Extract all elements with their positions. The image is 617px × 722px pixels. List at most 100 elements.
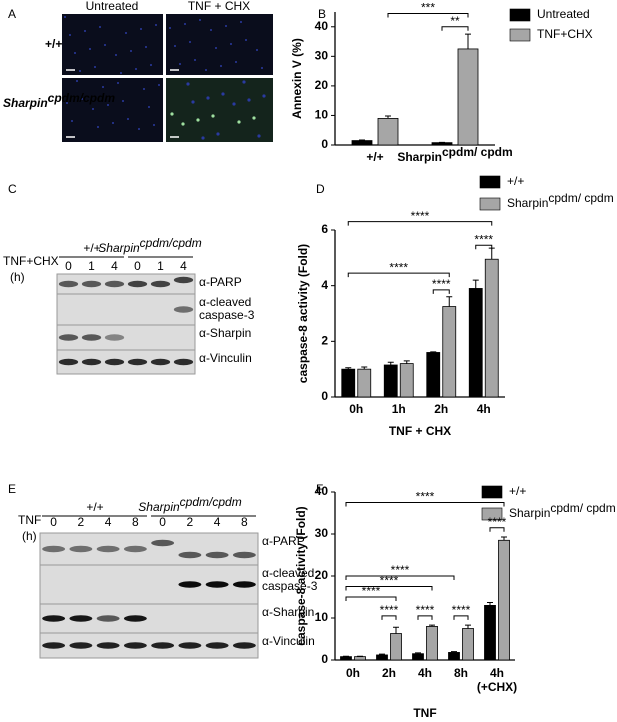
cell	[220, 65, 222, 67]
cell	[206, 96, 210, 100]
bar	[399, 363, 414, 398]
band	[42, 545, 66, 553]
cell	[232, 102, 236, 106]
column-label: TNF + CHX	[188, 0, 250, 13]
significance-bracket	[417, 615, 433, 620]
x-tick-label: 4h	[418, 666, 432, 680]
blot	[56, 349, 196, 375]
band	[232, 581, 256, 588]
band	[127, 358, 148, 366]
blot	[39, 603, 259, 634]
cell	[107, 104, 109, 106]
cells	[64, 16, 266, 140]
y-tick-label: 4	[321, 278, 328, 292]
significance-bracket	[387, 12, 469, 18]
micrograph	[166, 78, 273, 142]
cell	[148, 106, 150, 108]
lane-label: 0	[134, 259, 141, 273]
blot-label: α-Vinculin	[262, 634, 315, 648]
significance-label: ****	[452, 603, 471, 617]
band	[205, 551, 229, 559]
band	[173, 306, 194, 313]
cell	[174, 45, 176, 47]
cell	[99, 26, 101, 28]
micrograph	[62, 14, 163, 75]
lane-label: 0	[65, 259, 72, 273]
bar	[376, 654, 388, 661]
cell	[104, 44, 106, 46]
cell	[140, 28, 142, 30]
cell	[262, 94, 266, 98]
bar	[390, 633, 402, 661]
treatment-label: TNF	[18, 513, 41, 527]
cell	[210, 29, 212, 31]
error-bar	[430, 351, 437, 353]
x-tick-label: 4h	[490, 666, 504, 680]
significance-label: ***	[421, 1, 435, 15]
blot	[56, 324, 196, 351]
band	[205, 642, 229, 649]
cell	[237, 120, 241, 124]
band	[232, 551, 256, 559]
band	[173, 358, 194, 366]
band	[150, 358, 171, 366]
group-label: +/+	[83, 241, 100, 255]
bar	[448, 652, 460, 661]
y-tick-label: 20	[315, 78, 329, 92]
bar	[351, 140, 373, 146]
error-bar	[488, 247, 495, 260]
band	[69, 545, 93, 553]
blot	[56, 293, 196, 326]
cell	[102, 86, 104, 88]
band	[123, 615, 147, 622]
band	[104, 334, 125, 341]
band	[96, 545, 120, 553]
cell	[120, 72, 122, 74]
cell	[256, 49, 258, 51]
cell	[130, 50, 132, 52]
error-bar	[465, 33, 471, 49]
blot-label: α-Vinculin	[199, 351, 252, 365]
y-tick-label: 30	[315, 526, 329, 540]
significance-bracket	[345, 502, 505, 507]
band	[151, 642, 175, 649]
cell	[92, 108, 94, 110]
unit-label: (h)	[10, 270, 25, 284]
band	[127, 280, 148, 288]
bar	[341, 368, 356, 398]
band	[81, 358, 102, 366]
x-axis-label: TNF + CHX	[389, 424, 451, 438]
x-tick-label: (+CHX)	[477, 680, 517, 694]
y-tick-label: 6	[321, 222, 328, 236]
cell	[184, 23, 186, 25]
bar	[457, 48, 479, 146]
bar	[442, 306, 457, 398]
lane-label: 1	[157, 259, 164, 273]
significance-bracket	[345, 575, 455, 580]
row-label-superscript: cpdm/cpdm	[48, 91, 116, 105]
y-axis-label: Annexin V (%)	[290, 38, 304, 119]
error-bar	[379, 653, 385, 655]
band	[58, 358, 79, 366]
row-label: Sharpin	[3, 96, 48, 110]
cell	[115, 54, 117, 56]
band	[151, 539, 175, 547]
cell	[155, 24, 157, 26]
y-tick-label: 2	[321, 334, 328, 348]
x-tick-label: 0h	[349, 402, 363, 416]
lane-label: 0	[159, 515, 166, 529]
y-tick-label: 40	[315, 484, 329, 498]
bar	[426, 352, 441, 398]
cell	[76, 80, 78, 82]
micrograph	[166, 14, 273, 75]
cell	[235, 61, 237, 63]
lane-label: 2	[187, 515, 194, 529]
error-bar	[446, 296, 453, 307]
bar	[462, 628, 474, 661]
cell	[169, 27, 171, 29]
column-label: Untreated	[86, 0, 139, 13]
legend-swatch	[509, 28, 531, 42]
band	[81, 334, 102, 341]
lane-label: 4	[111, 259, 118, 273]
significance-label: ****	[380, 574, 399, 588]
